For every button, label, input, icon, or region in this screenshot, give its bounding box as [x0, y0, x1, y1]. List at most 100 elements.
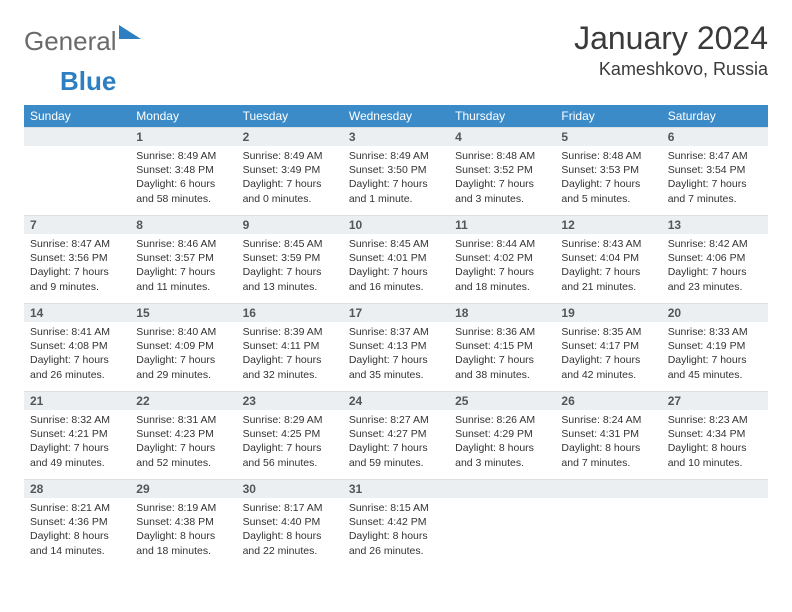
day-body: Sunrise: 8:24 AMSunset: 4:31 PMDaylight:…: [555, 410, 661, 476]
logo-triangle-icon: [119, 25, 141, 39]
day-body: Sunrise: 8:41 AMSunset: 4:08 PMDaylight:…: [24, 322, 130, 388]
day-body: Sunrise: 8:43 AMSunset: 4:04 PMDaylight:…: [555, 234, 661, 300]
logo: General: [24, 20, 141, 57]
day-body: Sunrise: 8:40 AMSunset: 4:09 PMDaylight:…: [130, 322, 236, 388]
day-number: 16: [237, 303, 343, 322]
day-cell: 6Sunrise: 8:47 AMSunset: 3:54 PMDaylight…: [662, 127, 768, 215]
day-number: [662, 479, 768, 498]
day-number: 17: [343, 303, 449, 322]
day-cell: 28Sunrise: 8:21 AMSunset: 4:36 PMDayligh…: [24, 479, 130, 567]
day-number: [24, 127, 130, 146]
day-body: Sunrise: 8:49 AMSunset: 3:48 PMDaylight:…: [130, 146, 236, 212]
day-number: 5: [555, 127, 661, 146]
calendar-row: 7Sunrise: 8:47 AMSunset: 3:56 PMDaylight…: [24, 215, 768, 303]
weekday-header: Saturday: [662, 105, 768, 127]
day-body: Sunrise: 8:42 AMSunset: 4:06 PMDaylight:…: [662, 234, 768, 300]
weekday-header: Sunday: [24, 105, 130, 127]
day-cell: 7Sunrise: 8:47 AMSunset: 3:56 PMDaylight…: [24, 215, 130, 303]
day-body: Sunrise: 8:33 AMSunset: 4:19 PMDaylight:…: [662, 322, 768, 388]
day-number: 27: [662, 391, 768, 410]
day-cell: 10Sunrise: 8:45 AMSunset: 4:01 PMDayligh…: [343, 215, 449, 303]
empty-cell: [449, 479, 555, 567]
day-cell: 4Sunrise: 8:48 AMSunset: 3:52 PMDaylight…: [449, 127, 555, 215]
day-body: Sunrise: 8:48 AMSunset: 3:53 PMDaylight:…: [555, 146, 661, 212]
day-body: Sunrise: 8:37 AMSunset: 4:13 PMDaylight:…: [343, 322, 449, 388]
day-cell: 11Sunrise: 8:44 AMSunset: 4:02 PMDayligh…: [449, 215, 555, 303]
day-cell: 26Sunrise: 8:24 AMSunset: 4:31 PMDayligh…: [555, 391, 661, 479]
day-cell: 13Sunrise: 8:42 AMSunset: 4:06 PMDayligh…: [662, 215, 768, 303]
month-title: January 2024: [574, 20, 768, 57]
day-number: 13: [662, 215, 768, 234]
day-number: 6: [662, 127, 768, 146]
day-cell: 30Sunrise: 8:17 AMSunset: 4:40 PMDayligh…: [237, 479, 343, 567]
day-body: Sunrise: 8:15 AMSunset: 4:42 PMDaylight:…: [343, 498, 449, 564]
weekday-header: Tuesday: [237, 105, 343, 127]
day-body: Sunrise: 8:46 AMSunset: 3:57 PMDaylight:…: [130, 234, 236, 300]
day-number: 9: [237, 215, 343, 234]
day-cell: 21Sunrise: 8:32 AMSunset: 4:21 PMDayligh…: [24, 391, 130, 479]
day-body: Sunrise: 8:26 AMSunset: 4:29 PMDaylight:…: [449, 410, 555, 476]
day-number: 11: [449, 215, 555, 234]
day-number: 18: [449, 303, 555, 322]
day-number: 4: [449, 127, 555, 146]
weekday-header: Monday: [130, 105, 236, 127]
weekday-header-row: SundayMondayTuesdayWednesdayThursdayFrid…: [24, 105, 768, 127]
weekday-header: Wednesday: [343, 105, 449, 127]
day-body: Sunrise: 8:31 AMSunset: 4:23 PMDaylight:…: [130, 410, 236, 476]
day-number: 28: [24, 479, 130, 498]
day-body: Sunrise: 8:48 AMSunset: 3:52 PMDaylight:…: [449, 146, 555, 212]
day-body: Sunrise: 8:49 AMSunset: 3:50 PMDaylight:…: [343, 146, 449, 212]
day-number: [449, 479, 555, 498]
day-body: Sunrise: 8:27 AMSunset: 4:27 PMDaylight:…: [343, 410, 449, 476]
day-body: Sunrise: 8:44 AMSunset: 4:02 PMDaylight:…: [449, 234, 555, 300]
day-cell: 20Sunrise: 8:33 AMSunset: 4:19 PMDayligh…: [662, 303, 768, 391]
empty-cell: [24, 127, 130, 215]
empty-cell: [555, 479, 661, 567]
day-number: 21: [24, 391, 130, 410]
day-number: 30: [237, 479, 343, 498]
calendar-row: 21Sunrise: 8:32 AMSunset: 4:21 PMDayligh…: [24, 391, 768, 479]
day-cell: 29Sunrise: 8:19 AMSunset: 4:38 PMDayligh…: [130, 479, 236, 567]
day-number: 10: [343, 215, 449, 234]
day-number: 19: [555, 303, 661, 322]
logo-text-blue: Blue: [60, 66, 116, 96]
day-number: 8: [130, 215, 236, 234]
day-body: Sunrise: 8:35 AMSunset: 4:17 PMDaylight:…: [555, 322, 661, 388]
day-body: Sunrise: 8:19 AMSunset: 4:38 PMDaylight:…: [130, 498, 236, 564]
day-cell: 5Sunrise: 8:48 AMSunset: 3:53 PMDaylight…: [555, 127, 661, 215]
day-cell: 15Sunrise: 8:40 AMSunset: 4:09 PMDayligh…: [130, 303, 236, 391]
day-number: 23: [237, 391, 343, 410]
day-cell: 8Sunrise: 8:46 AMSunset: 3:57 PMDaylight…: [130, 215, 236, 303]
weekday-header: Friday: [555, 105, 661, 127]
day-body: Sunrise: 8:29 AMSunset: 4:25 PMDaylight:…: [237, 410, 343, 476]
day-number: 20: [662, 303, 768, 322]
day-cell: 14Sunrise: 8:41 AMSunset: 4:08 PMDayligh…: [24, 303, 130, 391]
day-number: 14: [24, 303, 130, 322]
day-cell: 17Sunrise: 8:37 AMSunset: 4:13 PMDayligh…: [343, 303, 449, 391]
day-cell: 31Sunrise: 8:15 AMSunset: 4:42 PMDayligh…: [343, 479, 449, 567]
day-number: [555, 479, 661, 498]
day-body: Sunrise: 8:45 AMSunset: 3:59 PMDaylight:…: [237, 234, 343, 300]
day-body: Sunrise: 8:49 AMSunset: 3:49 PMDaylight:…: [237, 146, 343, 212]
day-number: 25: [449, 391, 555, 410]
day-cell: 24Sunrise: 8:27 AMSunset: 4:27 PMDayligh…: [343, 391, 449, 479]
day-number: 31: [343, 479, 449, 498]
day-body: Sunrise: 8:21 AMSunset: 4:36 PMDaylight:…: [24, 498, 130, 564]
day-cell: 23Sunrise: 8:29 AMSunset: 4:25 PMDayligh…: [237, 391, 343, 479]
day-body: Sunrise: 8:23 AMSunset: 4:34 PMDaylight:…: [662, 410, 768, 476]
day-cell: 22Sunrise: 8:31 AMSunset: 4:23 PMDayligh…: [130, 391, 236, 479]
day-body: Sunrise: 8:47 AMSunset: 3:54 PMDaylight:…: [662, 146, 768, 212]
day-number: 12: [555, 215, 661, 234]
day-number: 15: [130, 303, 236, 322]
day-cell: 2Sunrise: 8:49 AMSunset: 3:49 PMDaylight…: [237, 127, 343, 215]
day-number: 7: [24, 215, 130, 234]
day-body: Sunrise: 8:17 AMSunset: 4:40 PMDaylight:…: [237, 498, 343, 564]
day-body: Sunrise: 8:45 AMSunset: 4:01 PMDaylight:…: [343, 234, 449, 300]
day-cell: 1Sunrise: 8:49 AMSunset: 3:48 PMDaylight…: [130, 127, 236, 215]
day-body: Sunrise: 8:39 AMSunset: 4:11 PMDaylight:…: [237, 322, 343, 388]
logo-text-general: General: [24, 26, 117, 57]
empty-cell: [662, 479, 768, 567]
calendar-row: 14Sunrise: 8:41 AMSunset: 4:08 PMDayligh…: [24, 303, 768, 391]
day-body: Sunrise: 8:36 AMSunset: 4:15 PMDaylight:…: [449, 322, 555, 388]
day-number: 2: [237, 127, 343, 146]
